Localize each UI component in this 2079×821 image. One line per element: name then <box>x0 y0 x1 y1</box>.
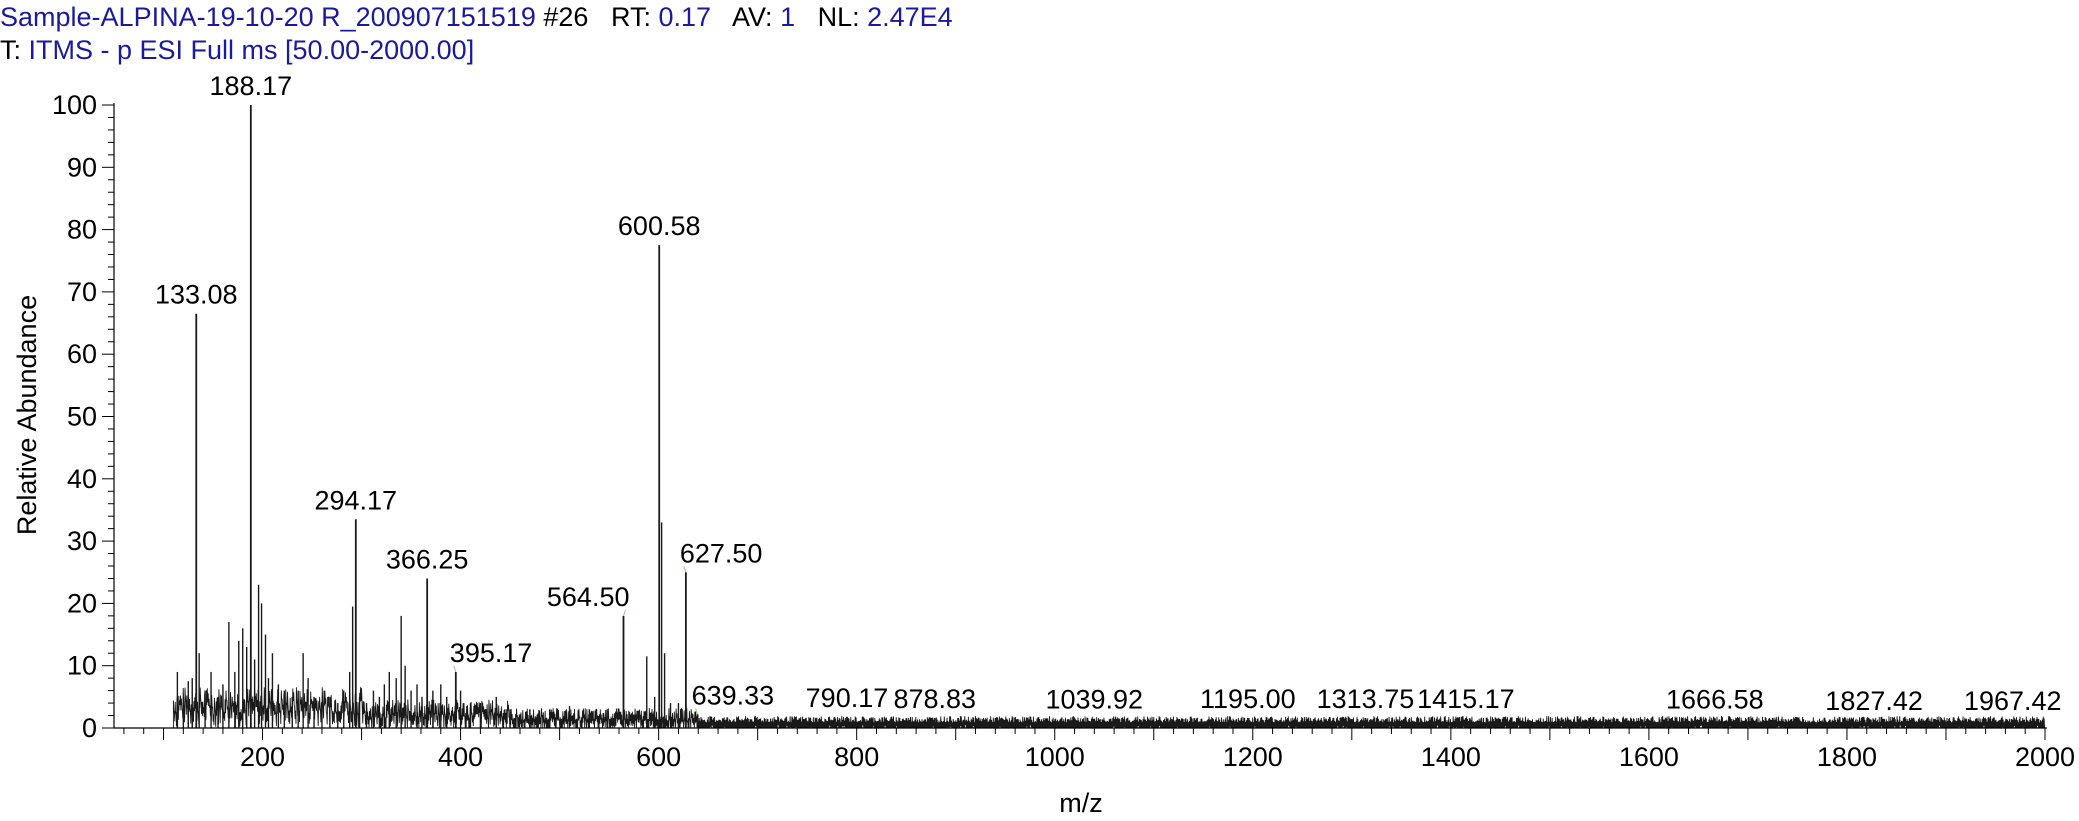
peak-label: 1415.17 <box>1417 684 1515 714</box>
peak-label: 1195.00 <box>1200 684 1296 714</box>
x-tick-label: 600 <box>636 742 681 772</box>
x-tick-label: 1600 <box>1619 742 1679 772</box>
peak-label: 627.50 <box>680 538 763 568</box>
peak-label: 639.33 <box>692 680 775 710</box>
y-tick-label: 100 <box>52 90 97 120</box>
line1-segment: AV: <box>711 2 781 32</box>
scan-header-line-2: T: ITMS - p ESI Full ms [50.00-2000.00] <box>0 35 474 65</box>
x-tick-label: 1000 <box>1025 742 1085 772</box>
axes: 0 10 20 30 40 50 60 70 80 90 100 200 400 600 800 1000 12… <box>52 90 2075 772</box>
y-axis-title: Relative Abundance <box>12 295 42 535</box>
line1-segment: #26 <box>535 2 589 32</box>
peak-label: 1827.42 <box>1825 686 1923 716</box>
label-leader <box>695 708 699 715</box>
label-leader <box>453 665 457 673</box>
line2-segment: ITMS - p ESI Full ms [50.00-2000.00] <box>28 35 475 65</box>
y-tick-label: 30 <box>67 526 97 556</box>
line1-segment: NL: <box>795 2 868 32</box>
peak-label: 188.17 <box>210 71 293 101</box>
scan-header-line-1: Sample-ALPINA-19-10-20 R_200907151519 #2… <box>0 2 953 32</box>
y-tick-label: 60 <box>67 339 97 369</box>
x-axis-title: m/z <box>1059 788 1103 818</box>
line1-segment: RT: <box>588 2 659 32</box>
y-tick-label: 10 <box>67 651 97 681</box>
noise-trace <box>114 686 2046 729</box>
peak-label: 600.58 <box>618 211 701 241</box>
peak-label: 294.17 <box>314 485 397 515</box>
line1-segment: 0.17 <box>658 2 712 32</box>
peak-label: 1039.92 <box>1045 685 1143 715</box>
x-tick-label: 2000 <box>2015 742 2075 772</box>
x-tick-label: 400 <box>438 742 483 772</box>
y-tick-label: 0 <box>82 713 97 743</box>
y-tick-label: 20 <box>67 588 97 618</box>
y-tick-label: 40 <box>67 464 97 494</box>
line1-segment: 2.47E4 <box>867 2 953 32</box>
x-tick-label: 800 <box>834 742 879 772</box>
x-tick-label: 1800 <box>1817 742 1877 772</box>
peak-label: 133.08 <box>155 280 238 310</box>
x-tick-label: 1400 <box>1421 742 1481 772</box>
line1-segment: 1 <box>780 2 796 32</box>
peak-label: 366.25 <box>386 544 469 574</box>
label-leader <box>623 609 626 617</box>
y-tick-label: 90 <box>67 152 97 182</box>
peak-label: 790.17 <box>806 683 889 713</box>
line1-segment: Sample-ALPINA-19-10-20 R_200907151519 <box>0 2 536 32</box>
peak-label: 878.83 <box>893 684 976 714</box>
peak-label: 1666.58 <box>1666 685 1764 715</box>
peak-sticks <box>176 105 2014 728</box>
y-tick-label: 70 <box>67 277 97 307</box>
peak-label: 1967.42 <box>1964 686 2062 716</box>
y-tick-label: 50 <box>67 402 97 432</box>
peak-label: 564.50 <box>547 582 630 612</box>
x-tick-label: 200 <box>240 742 285 772</box>
spectrum-trace <box>114 686 2046 729</box>
peak-label: 1313.75 <box>1317 684 1415 714</box>
y-tick-label: 80 <box>67 215 97 245</box>
label-leader <box>683 566 687 573</box>
x-tick-label: 1200 <box>1223 742 1283 772</box>
peak-label: 395.17 <box>450 638 533 668</box>
peak-labels: 133.08 188.17 294.17 366.25 395.17 564.50 600.… <box>155 71 2062 716</box>
line2-segment: T: <box>0 35 29 65</box>
